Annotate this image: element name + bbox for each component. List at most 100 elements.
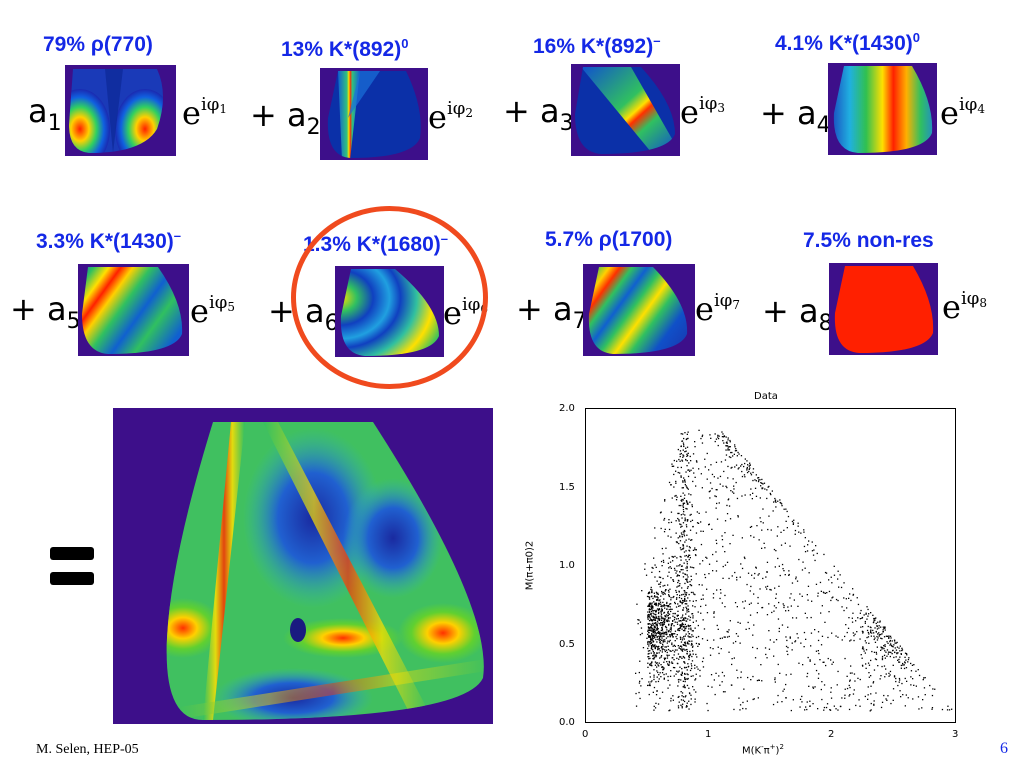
scatter-point xyxy=(670,700,672,702)
scatter-point xyxy=(652,616,654,618)
scatter-point xyxy=(660,603,662,605)
scatter-point xyxy=(672,560,674,562)
scatter-point xyxy=(660,633,663,635)
scatter-point xyxy=(663,677,665,679)
scatter-point xyxy=(662,621,665,623)
scatter-point xyxy=(649,629,651,631)
scatter-point xyxy=(647,642,649,644)
scatter-point xyxy=(680,466,682,469)
scatter-point xyxy=(806,675,808,678)
scatter-point xyxy=(667,645,669,647)
scatter-point xyxy=(679,472,681,474)
scatter-point xyxy=(875,617,877,619)
scatter-point xyxy=(677,512,679,515)
scatter-point xyxy=(717,646,719,648)
scatter-point xyxy=(665,547,667,549)
scatter-point xyxy=(833,574,836,576)
scatter-point xyxy=(655,633,657,635)
ytick-0.0: 0.0 xyxy=(559,717,575,728)
scatter-point xyxy=(664,528,666,530)
scatter-point xyxy=(862,631,864,633)
scatter-point xyxy=(880,626,882,628)
scatter-point xyxy=(677,581,679,584)
scatter-point xyxy=(679,571,681,573)
scatter-point xyxy=(653,676,655,678)
scatter-point xyxy=(681,619,684,621)
scatter-point xyxy=(726,561,729,563)
scatter-point xyxy=(682,513,684,515)
scatter-point xyxy=(723,636,725,638)
scatter-point xyxy=(737,635,739,637)
scatter-point xyxy=(655,566,657,568)
scatter-point xyxy=(675,636,677,638)
scatter-point xyxy=(782,603,784,605)
scatter-point xyxy=(654,626,656,628)
scatter-point xyxy=(882,629,884,631)
scatter-point xyxy=(777,557,779,560)
scatter-point xyxy=(655,681,657,683)
scatter-point xyxy=(680,625,682,627)
scatter-point xyxy=(762,483,764,485)
scatter-point xyxy=(784,542,786,544)
scatter-point xyxy=(685,567,687,569)
scatter-point xyxy=(888,637,890,639)
scatter-point xyxy=(883,694,885,697)
scatter-point xyxy=(820,590,822,592)
scatter-point xyxy=(670,567,672,569)
scatter-point xyxy=(689,625,692,627)
scatter-point xyxy=(648,627,650,629)
scatter-point xyxy=(728,498,730,500)
scatter-point xyxy=(687,576,689,578)
scatter-point xyxy=(682,629,685,632)
scatter-point xyxy=(692,653,694,655)
scatter-point xyxy=(762,508,764,510)
scatter-point xyxy=(657,597,659,599)
scatter-point xyxy=(808,572,810,574)
scatter-point xyxy=(749,467,751,469)
scatter-point xyxy=(849,679,851,681)
scatter-point xyxy=(690,513,692,516)
scatter-point xyxy=(681,695,683,697)
scatter-point xyxy=(832,596,834,598)
scatter-point xyxy=(730,490,732,492)
scatter-point xyxy=(754,572,756,575)
scatter-point xyxy=(684,479,686,481)
scatter-point xyxy=(690,591,693,594)
scatter-point xyxy=(679,453,681,455)
scatter-point xyxy=(923,687,926,689)
scatter-point xyxy=(689,654,692,656)
scatter-point xyxy=(659,622,662,624)
scatter-point xyxy=(671,463,673,465)
scatter-point xyxy=(657,618,659,620)
scatter-point xyxy=(728,449,731,451)
scatter-point xyxy=(731,466,733,469)
scatter-point xyxy=(637,623,639,625)
scatter-point xyxy=(681,674,683,676)
scatter-point xyxy=(678,580,680,582)
scatter-point xyxy=(883,654,886,656)
scatter-point xyxy=(737,516,739,518)
scatter-point xyxy=(749,464,751,466)
scatter-point xyxy=(864,652,866,654)
scatter-point xyxy=(650,586,652,589)
scatter-point xyxy=(735,481,737,484)
scatter-point xyxy=(867,636,870,638)
scatter-point xyxy=(681,498,683,501)
scatter-point xyxy=(744,557,746,560)
scatter-point xyxy=(804,537,806,539)
scatter-point xyxy=(683,626,685,629)
scatter-point xyxy=(684,519,686,521)
scatter-point xyxy=(664,646,666,648)
scatter-point xyxy=(694,593,696,596)
scatter-point xyxy=(828,579,830,581)
scatter-point xyxy=(893,676,896,678)
scatter-point xyxy=(660,629,662,632)
scatter-point xyxy=(706,588,708,590)
scatter-point xyxy=(708,469,710,471)
scatter-point xyxy=(680,601,682,603)
scatter-point xyxy=(879,620,881,622)
scatter-point xyxy=(655,602,657,604)
scatter-point xyxy=(881,638,883,640)
scatter-point xyxy=(740,563,742,565)
scatter-point xyxy=(719,684,721,686)
